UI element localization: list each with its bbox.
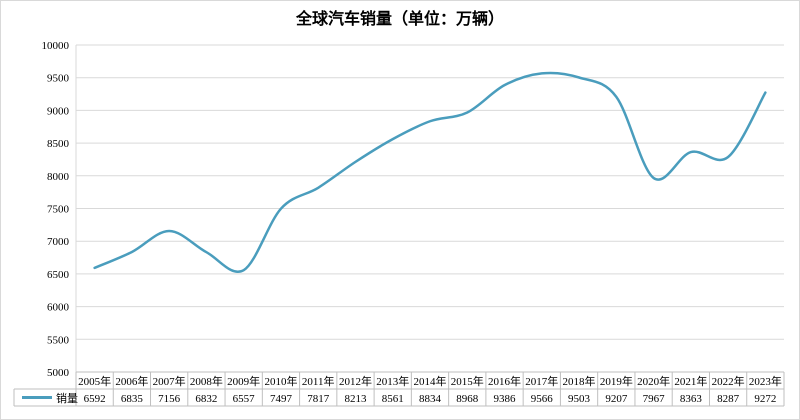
y-tick-label: 10000 xyxy=(42,40,70,52)
x-category-label: 2017年 xyxy=(525,374,558,388)
table-value: 6557 xyxy=(233,393,256,405)
x-category-label: 2014年 xyxy=(414,374,447,388)
x-category-label: 2016年 xyxy=(488,374,521,388)
x-category-label: 2006年 xyxy=(115,374,148,388)
x-category-label: 2022年 xyxy=(712,374,745,388)
table-value: 9386 xyxy=(494,393,517,405)
x-category-label: 2023年 xyxy=(749,374,782,388)
y-axis-ticks: 5000 5500 6000 6500 7000 7500 8000 8500 9000 9500… xyxy=(42,40,70,379)
table-value: 6592 xyxy=(84,393,106,405)
x-category-label: 2020年 xyxy=(637,374,670,388)
data-table: 2005年 2006年 2007年 2008年 2009年 2010年 2011年 2012年… xyxy=(13,371,785,407)
table-value: 8363 xyxy=(680,393,703,405)
x-category-label: 2010年 xyxy=(264,374,297,388)
x-category-label: 2011年 xyxy=(302,374,335,388)
table-value: 9207 xyxy=(605,393,628,405)
series-line xyxy=(93,71,767,273)
x-category-label: 2018年 xyxy=(563,374,596,388)
table-value: 9272 xyxy=(754,393,776,405)
y-tick-label: 7500 xyxy=(47,204,70,216)
table-value: 9566 xyxy=(531,393,554,405)
chart-title: 全球汽车销量（单位：万辆） xyxy=(295,9,504,28)
x-category-label: 2009年 xyxy=(227,374,260,388)
table-value: 8213 xyxy=(344,393,367,405)
table-value: 9503 xyxy=(568,393,591,405)
y-tick-label: 9000 xyxy=(47,105,70,117)
table-value: 6832 xyxy=(195,393,217,405)
y-tick-label: 5500 xyxy=(47,334,70,346)
y-tick-label: 5000 xyxy=(47,367,70,379)
y-tick-label: 6000 xyxy=(47,302,70,314)
table-value: 8968 xyxy=(456,393,479,405)
x-category-label: 2012年 xyxy=(339,374,372,388)
x-category-label: 2015年 xyxy=(451,374,484,388)
x-category-label: 2021年 xyxy=(674,374,707,388)
x-category-label: 2008年 xyxy=(190,374,223,388)
table-value: 8561 xyxy=(382,393,404,405)
series-lines xyxy=(93,71,767,273)
gridlines xyxy=(75,44,784,373)
table-value: 8834 xyxy=(419,393,442,405)
y-tick-label: 9500 xyxy=(47,73,70,85)
x-category-label: 2019年 xyxy=(600,374,633,388)
y-tick-label: 8500 xyxy=(47,138,70,150)
y-tick-label: 6500 xyxy=(47,269,70,281)
table-value: 7156 xyxy=(158,393,181,405)
y-tick-label: 8000 xyxy=(47,171,70,183)
table-value: 8287 xyxy=(717,393,740,405)
x-category-label: 2005年 xyxy=(78,374,111,388)
x-category-label: 2007年 xyxy=(153,374,186,388)
y-tick-label: 7000 xyxy=(47,236,70,248)
table-value: 7497 xyxy=(270,393,293,405)
x-category-label: 2013年 xyxy=(376,374,409,388)
table-value: 7817 xyxy=(307,393,330,405)
table-value: 7967 xyxy=(643,393,666,405)
table-value: 6835 xyxy=(121,393,144,405)
legend-label: 销量 xyxy=(56,391,78,405)
